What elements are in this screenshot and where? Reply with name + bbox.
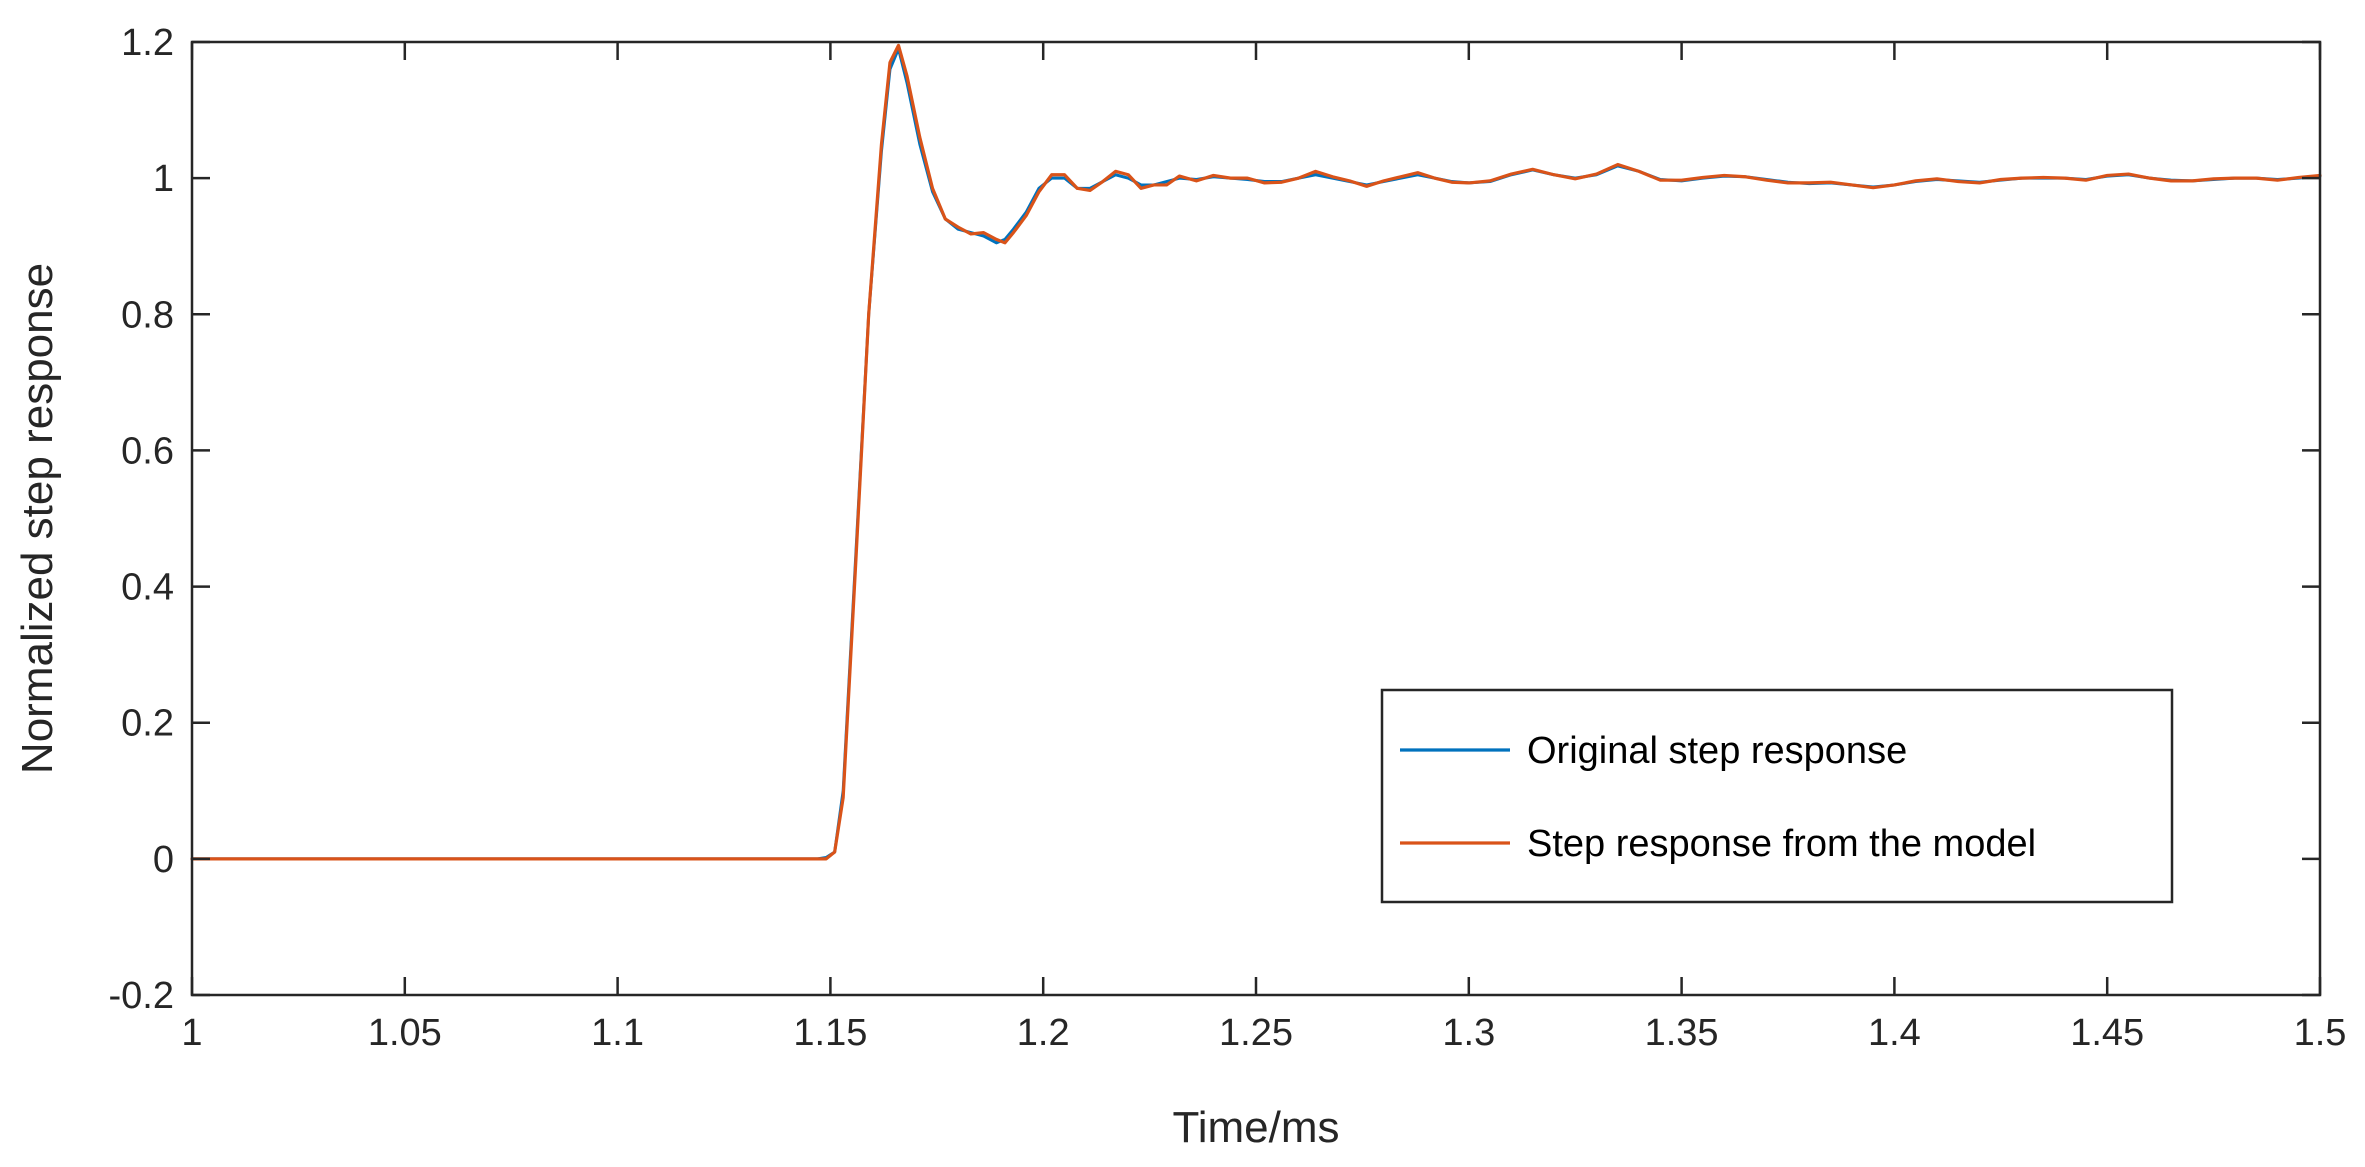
- x-tick-label: 1.25: [1219, 1012, 1293, 1054]
- x-tick-label: 1.05: [368, 1012, 442, 1054]
- y-tick-label: 1: [153, 158, 174, 200]
- series-layer: [190, 43, 2322, 861]
- x-tick-label: 1.2: [1017, 1012, 1070, 1054]
- legend: Original step response Step response from…: [1380, 688, 2174, 904]
- legend-label-1: Original step response: [1527, 730, 1907, 772]
- y-tick-label: 0.6: [121, 430, 174, 472]
- legend-label-2: Step response from the model: [1527, 823, 2036, 865]
- x-tick-label: 1.15: [793, 1012, 867, 1054]
- x-tick-label: 1.4: [1868, 1012, 1921, 1054]
- x-tick-label: 1.1: [591, 1012, 644, 1054]
- y-tick-label: 0.4: [121, 567, 174, 609]
- legend-box: [1380, 688, 2174, 904]
- series-line-2: [190, 43, 2322, 861]
- x-tick-label: 1.3: [1442, 1012, 1495, 1054]
- x-axis-label: Time/ms: [1172, 1103, 1339, 1152]
- y-tick-label: 0.2: [121, 703, 174, 745]
- x-tick-label: 1.35: [1645, 1012, 1719, 1054]
- labels-layer: 1 1.05 1.1 1.15 1.2 1.25 1.3 1.35 1.4 1.45 1.5 -0.2…: [13, 22, 2346, 1152]
- x-tick-label: 1.45: [2070, 1012, 2144, 1054]
- y-axis-label: Normalized step response: [13, 263, 62, 774]
- x-tick-label: 1.5: [2294, 1012, 2347, 1054]
- x-tick-label: 1: [181, 1012, 202, 1054]
- y-tick-label: 0.8: [121, 294, 174, 336]
- y-tick-label: 0: [153, 839, 174, 881]
- y-tick-label: -0.2: [109, 975, 174, 1017]
- ticks-layer: [190, 40, 2322, 997]
- y-tick-label: 1.2: [121, 22, 174, 64]
